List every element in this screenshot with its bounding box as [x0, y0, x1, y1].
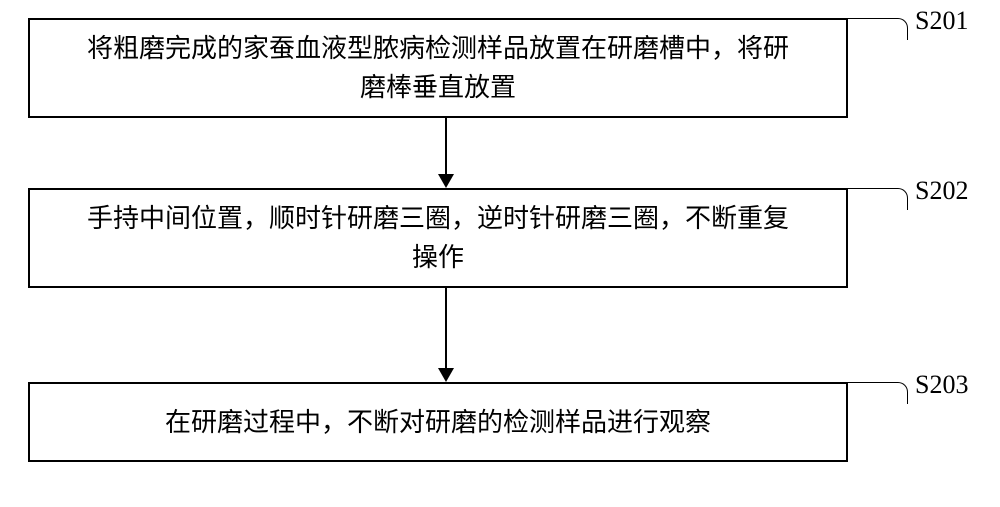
flowchart-step-text: 在研磨过程中，不断对研磨的检测样品进行观察: [165, 403, 711, 442]
flowchart-arrow: [438, 288, 454, 382]
flowchart-step-text: 将粗磨完成的家蚕血液型脓病检测样品放置在研磨槽中，将研 磨棒垂直放置: [87, 29, 789, 107]
flowchart-step-box: 将粗磨完成的家蚕血液型脓病检测样品放置在研磨槽中，将研 磨棒垂直放置: [28, 18, 848, 118]
label-connector: [848, 188, 908, 210]
label-connector: [848, 382, 908, 404]
flowchart-step-label: S202: [915, 176, 968, 206]
arrow-head-icon: [438, 368, 454, 382]
flowchart-step-label: S203: [915, 370, 968, 400]
flowchart-step-label: S201: [915, 6, 968, 36]
flowchart-step-box: 手持中间位置，顺时针研磨三圈，逆时针研磨三圈，不断重复 操作: [28, 188, 848, 288]
label-connector: [848, 18, 908, 40]
flowchart-step-text: 手持中间位置，顺时针研磨三圈，逆时针研磨三圈，不断重复 操作: [87, 199, 789, 277]
arrow-line: [445, 118, 447, 174]
flowchart-container: 将粗磨完成的家蚕血液型脓病检测样品放置在研磨槽中，将研 磨棒垂直放置 S201 …: [0, 0, 1000, 507]
arrow-line: [445, 288, 447, 368]
arrow-head-icon: [438, 174, 454, 188]
flowchart-step-box: 在研磨过程中，不断对研磨的检测样品进行观察: [28, 382, 848, 462]
flowchart-arrow: [438, 118, 454, 188]
